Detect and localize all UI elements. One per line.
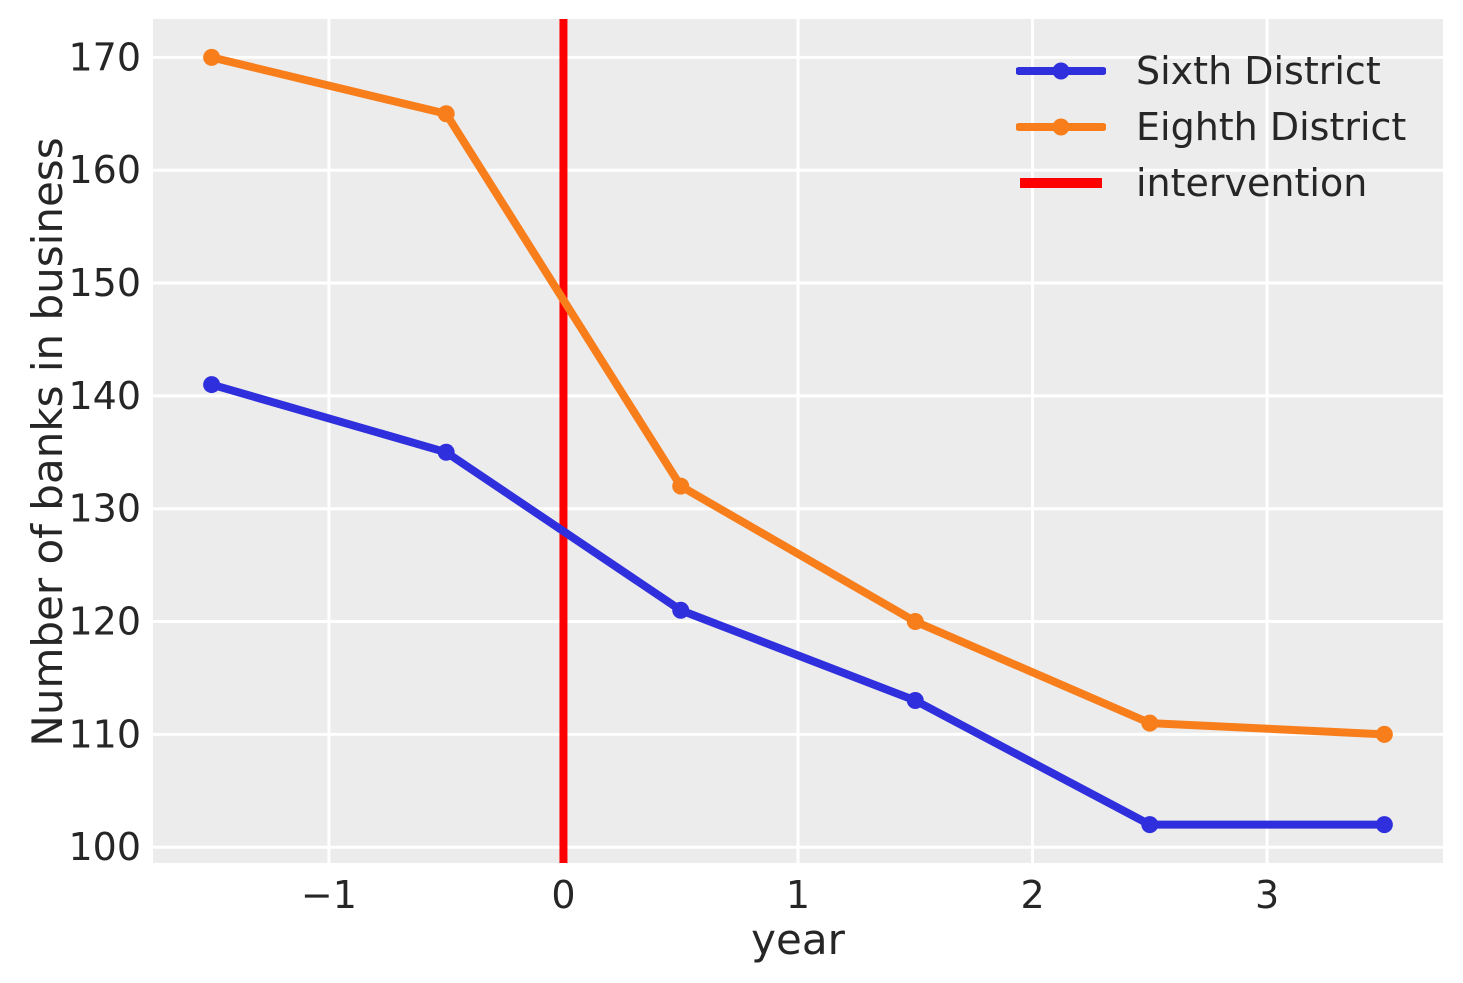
legend-line-swatch-red — [1020, 178, 1102, 188]
svg-text:170: 170 — [68, 35, 141, 79]
svg-text:160: 160 — [68, 148, 141, 192]
legend-label-intervention: intervention — [1136, 161, 1368, 205]
legend-item-intervention: intervention — [1016, 155, 1406, 211]
legend-line-marker-swatch-blue — [1016, 62, 1106, 80]
svg-text:0: 0 — [551, 873, 575, 917]
svg-text:110: 110 — [68, 712, 141, 756]
legend: Sixth District Eighth District intervent… — [1016, 43, 1406, 211]
svg-text:130: 130 — [68, 487, 141, 531]
y-axis-label: Number of banks in business — [23, 137, 72, 747]
svg-text:3: 3 — [1255, 873, 1279, 917]
svg-text:150: 150 — [68, 261, 141, 305]
legend-label-eighth-district: Eighth District — [1136, 105, 1407, 149]
svg-text:−1: −1 — [301, 873, 357, 917]
x-axis-label: year — [751, 915, 845, 964]
svg-text:100: 100 — [68, 825, 141, 869]
legend-line-marker-swatch-orange — [1016, 118, 1106, 136]
svg-text:120: 120 — [68, 600, 141, 644]
svg-text:2: 2 — [1020, 873, 1044, 917]
legend-item-sixth-district: Sixth District — [1016, 43, 1406, 99]
legend-label-sixth-district: Sixth District — [1136, 49, 1381, 93]
svg-text:140: 140 — [68, 374, 141, 418]
svg-text:1: 1 — [786, 873, 810, 917]
legend-item-eighth-district: Eighth District — [1016, 99, 1406, 155]
